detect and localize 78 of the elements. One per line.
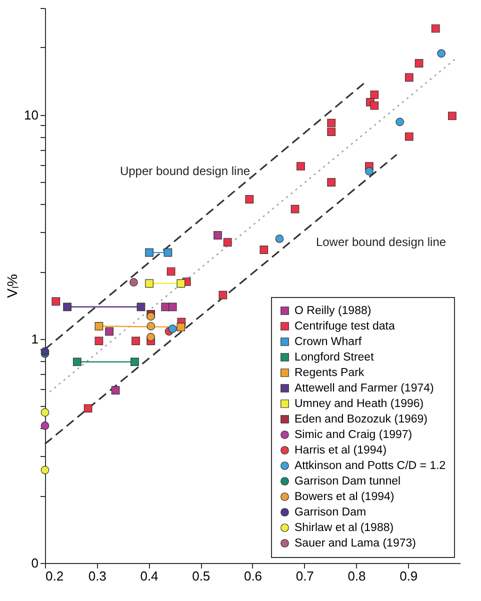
legend-label: O Reilly (1988) xyxy=(294,304,372,317)
legend-label: Garrison Dam tunnel xyxy=(294,475,401,488)
x-tick-label: 0.3 xyxy=(88,568,106,584)
point xyxy=(245,195,254,204)
y-tick-label: 10 xyxy=(24,107,38,122)
point xyxy=(161,302,170,312)
point xyxy=(164,248,172,257)
point xyxy=(146,332,155,342)
point xyxy=(72,358,82,366)
point xyxy=(365,167,374,176)
point xyxy=(136,302,146,312)
legend-label: Regents Park xyxy=(294,366,364,379)
legend-label: Attkinson and Potts C/D = 1.2 xyxy=(294,460,446,472)
point xyxy=(105,327,114,336)
point xyxy=(431,24,440,33)
point xyxy=(146,322,155,330)
point xyxy=(166,267,176,276)
point xyxy=(327,128,336,136)
point xyxy=(94,336,104,346)
x-tick-label: 0.9 xyxy=(400,568,418,584)
legend-label: Bowers et al (1994) xyxy=(294,490,394,503)
annotation: Lower bound design line xyxy=(316,235,446,249)
point xyxy=(176,322,186,332)
point xyxy=(130,278,138,286)
point xyxy=(176,279,186,288)
y-tick-label: 0 xyxy=(31,556,38,570)
point xyxy=(52,297,60,306)
annotation: Upper bound design line xyxy=(120,164,250,178)
legend-label: Harris et al (1994) xyxy=(294,444,387,456)
point xyxy=(448,112,456,120)
y-tick-label: 1 xyxy=(31,331,38,346)
point xyxy=(94,322,104,330)
y-axis-title: Vₗ% xyxy=(4,274,20,298)
x-tick-label: 0.7 xyxy=(296,568,314,584)
legend-label: Longford Street xyxy=(294,351,375,364)
legend-label: Crown Wharf xyxy=(294,336,362,348)
legend-label: Garrison Dam xyxy=(294,506,366,518)
point xyxy=(370,101,379,110)
legend-label: Attewell and Farmer (1974) xyxy=(294,382,434,394)
legend-label: Eden and Bozozuk (1969) xyxy=(294,413,428,426)
point xyxy=(168,324,177,333)
point xyxy=(370,90,379,99)
point xyxy=(275,234,284,243)
x-tick-label: 0.5 xyxy=(192,568,210,584)
legend-label: Umney and Heath (1996) xyxy=(294,398,424,410)
legend-label: Simic and Craig (1997) xyxy=(294,428,412,441)
point xyxy=(145,248,154,257)
point xyxy=(404,132,414,141)
point xyxy=(437,49,446,58)
point xyxy=(214,231,222,240)
point xyxy=(168,302,177,312)
legend-label: Sauer and Lama (1973) xyxy=(294,537,416,550)
point xyxy=(327,178,336,187)
point xyxy=(130,358,139,366)
point xyxy=(146,312,155,321)
point xyxy=(63,302,72,312)
legend-label: Shirlaw et al (1988) xyxy=(294,522,394,534)
point xyxy=(296,162,305,170)
point xyxy=(132,336,140,346)
point xyxy=(327,118,336,128)
legend-label: Centrifuge test data xyxy=(294,320,396,332)
point xyxy=(40,466,50,474)
x-tick-label: 0.4 xyxy=(140,568,158,584)
point xyxy=(40,408,50,417)
x-tick-label: 0.6 xyxy=(244,568,262,584)
point xyxy=(218,290,228,300)
point xyxy=(260,246,268,254)
point xyxy=(404,73,414,82)
point xyxy=(111,386,120,394)
x-tick-label: 0.2 xyxy=(46,568,64,584)
point xyxy=(414,59,424,68)
point xyxy=(223,238,232,246)
x-tick-label: 0.8 xyxy=(348,568,366,584)
point xyxy=(145,279,154,288)
point xyxy=(396,118,404,126)
point xyxy=(84,404,92,413)
point xyxy=(40,422,50,430)
point xyxy=(290,204,300,214)
